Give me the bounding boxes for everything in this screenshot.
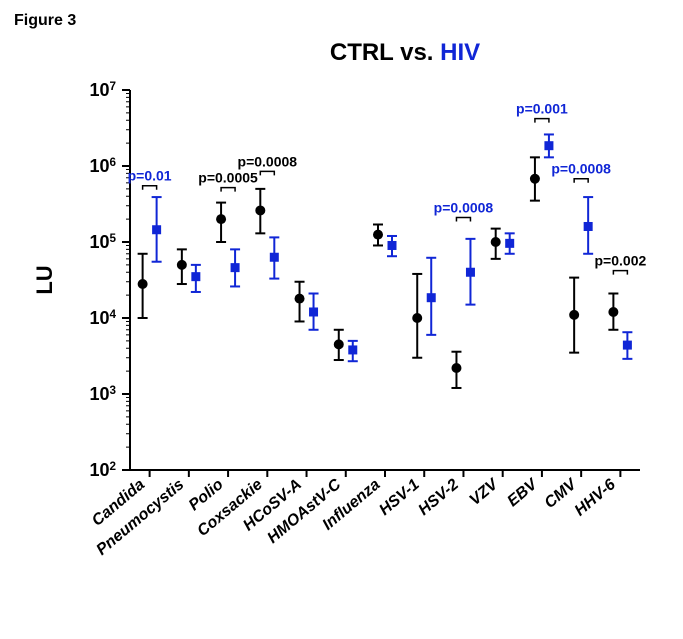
y-tick-label: 107 xyxy=(89,80,116,101)
y-tick-label: 105 xyxy=(89,232,116,253)
pvalue-label: p=0.0008 xyxy=(238,153,298,169)
data-point xyxy=(295,294,305,304)
data-point xyxy=(623,341,632,350)
data-point xyxy=(270,253,279,262)
pvalue-label: p=0.01 xyxy=(128,168,172,184)
pvalue-bracket xyxy=(535,119,549,123)
data-point xyxy=(177,260,187,270)
pvalue-label: p=0.001 xyxy=(516,101,568,117)
pvalue-label: p=0.0005 xyxy=(198,170,258,186)
pvalue-bracket xyxy=(574,179,588,183)
y-tick-label: 104 xyxy=(89,308,116,329)
data-point xyxy=(505,239,514,248)
data-point xyxy=(466,268,475,277)
category-label: EBV xyxy=(504,475,541,510)
category-label: HSV-2 xyxy=(415,476,462,519)
chart-svg: 102103104105106107LUCandidaPneumocystisP… xyxy=(0,0,683,639)
y-tick-label: 102 xyxy=(89,460,116,481)
data-point xyxy=(231,263,240,272)
data-point xyxy=(412,313,422,323)
data-point xyxy=(373,230,383,240)
pvalue-label: p=0.0008 xyxy=(434,200,494,216)
pvalue-bracket xyxy=(221,188,235,192)
data-point xyxy=(491,237,501,247)
data-point xyxy=(544,141,553,150)
pvalue-bracket xyxy=(456,218,470,222)
data-point xyxy=(255,205,265,215)
data-point xyxy=(427,293,436,302)
pvalue-label: p=0.002 xyxy=(595,253,647,269)
data-point xyxy=(152,225,161,234)
y-tick-label: 106 xyxy=(89,156,116,177)
data-point xyxy=(348,345,357,354)
pvalue-bracket xyxy=(260,171,274,175)
pvalue-bracket xyxy=(613,271,627,275)
chart-container: 102103104105106107LUCandidaPneumocystisP… xyxy=(0,0,683,639)
data-point xyxy=(216,214,226,224)
data-point xyxy=(451,363,461,373)
category-label: HHV-6 xyxy=(572,476,619,520)
data-point xyxy=(138,279,148,289)
data-point xyxy=(584,222,593,231)
pvalue-label: p=0.0008 xyxy=(551,161,611,177)
data-point xyxy=(569,310,579,320)
chart-title: CTRL vs. HIV xyxy=(330,39,480,66)
data-point xyxy=(191,272,200,281)
category-label: VZV xyxy=(466,475,502,509)
data-point xyxy=(334,339,344,349)
y-tick-label: 103 xyxy=(89,384,116,405)
category-label: HSV-1 xyxy=(376,476,423,519)
data-point xyxy=(388,241,397,250)
data-point xyxy=(608,307,618,317)
pvalue-bracket xyxy=(143,186,157,190)
y-axis-title: LU xyxy=(32,265,57,294)
data-point xyxy=(530,174,540,184)
data-point xyxy=(309,307,318,316)
